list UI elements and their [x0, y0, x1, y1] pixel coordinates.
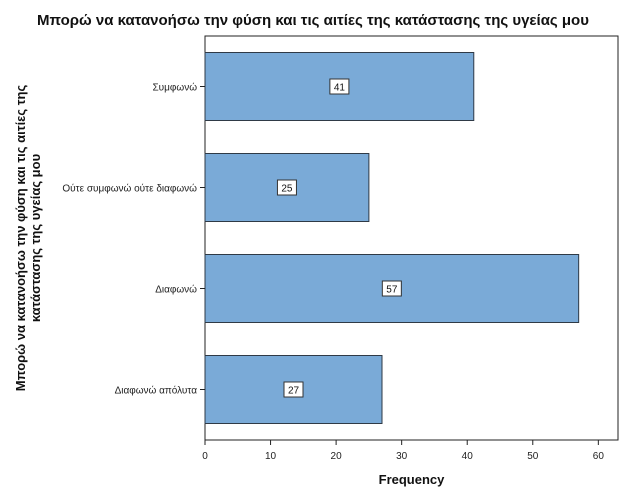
chart-title: Μπορώ να κατανοήσω την φύση και τις αιτί…: [37, 12, 589, 29]
y-tick-label-2: Ούτε συμφωνώ ούτε διαφωνώ: [62, 183, 197, 195]
x-tick-label-20: 20: [331, 451, 343, 462]
data-label-3: 57: [386, 285, 398, 296]
y-axis-label-line-1: Μπορώ να κατανοήσω την φύση και τις αιτί…: [13, 85, 28, 392]
plot-frame: [204, 35, 619, 441]
data-label-1: 41: [334, 83, 346, 94]
y-tick-label-3: Διαφωνώ: [155, 284, 197, 296]
data-label-box-2: [276, 179, 297, 196]
data-label-2: 25: [281, 184, 293, 195]
data-label-box-1: [329, 78, 350, 95]
data-label-4: 27: [288, 386, 300, 397]
x-tick-label-60: 60: [593, 451, 605, 462]
x-tick-label-0: 0: [202, 451, 208, 462]
x-tick-label-50: 50: [527, 451, 539, 462]
y-axis-label-line-2: κατάστασης της υγείας μου: [28, 153, 43, 322]
y-tick-label-4: Διαφωνώ απόλυτα: [115, 385, 198, 397]
y-tick-label-1: Συμφωνώ: [152, 82, 197, 94]
x-tick-label-40: 40: [462, 451, 474, 462]
x-tick-label-10: 10: [265, 451, 277, 462]
data-label-box-3: [381, 280, 402, 297]
x-axis-label: Frequency: [379, 472, 446, 487]
x-tick-label-30: 30: [396, 451, 408, 462]
data-label-box-4: [283, 381, 304, 398]
